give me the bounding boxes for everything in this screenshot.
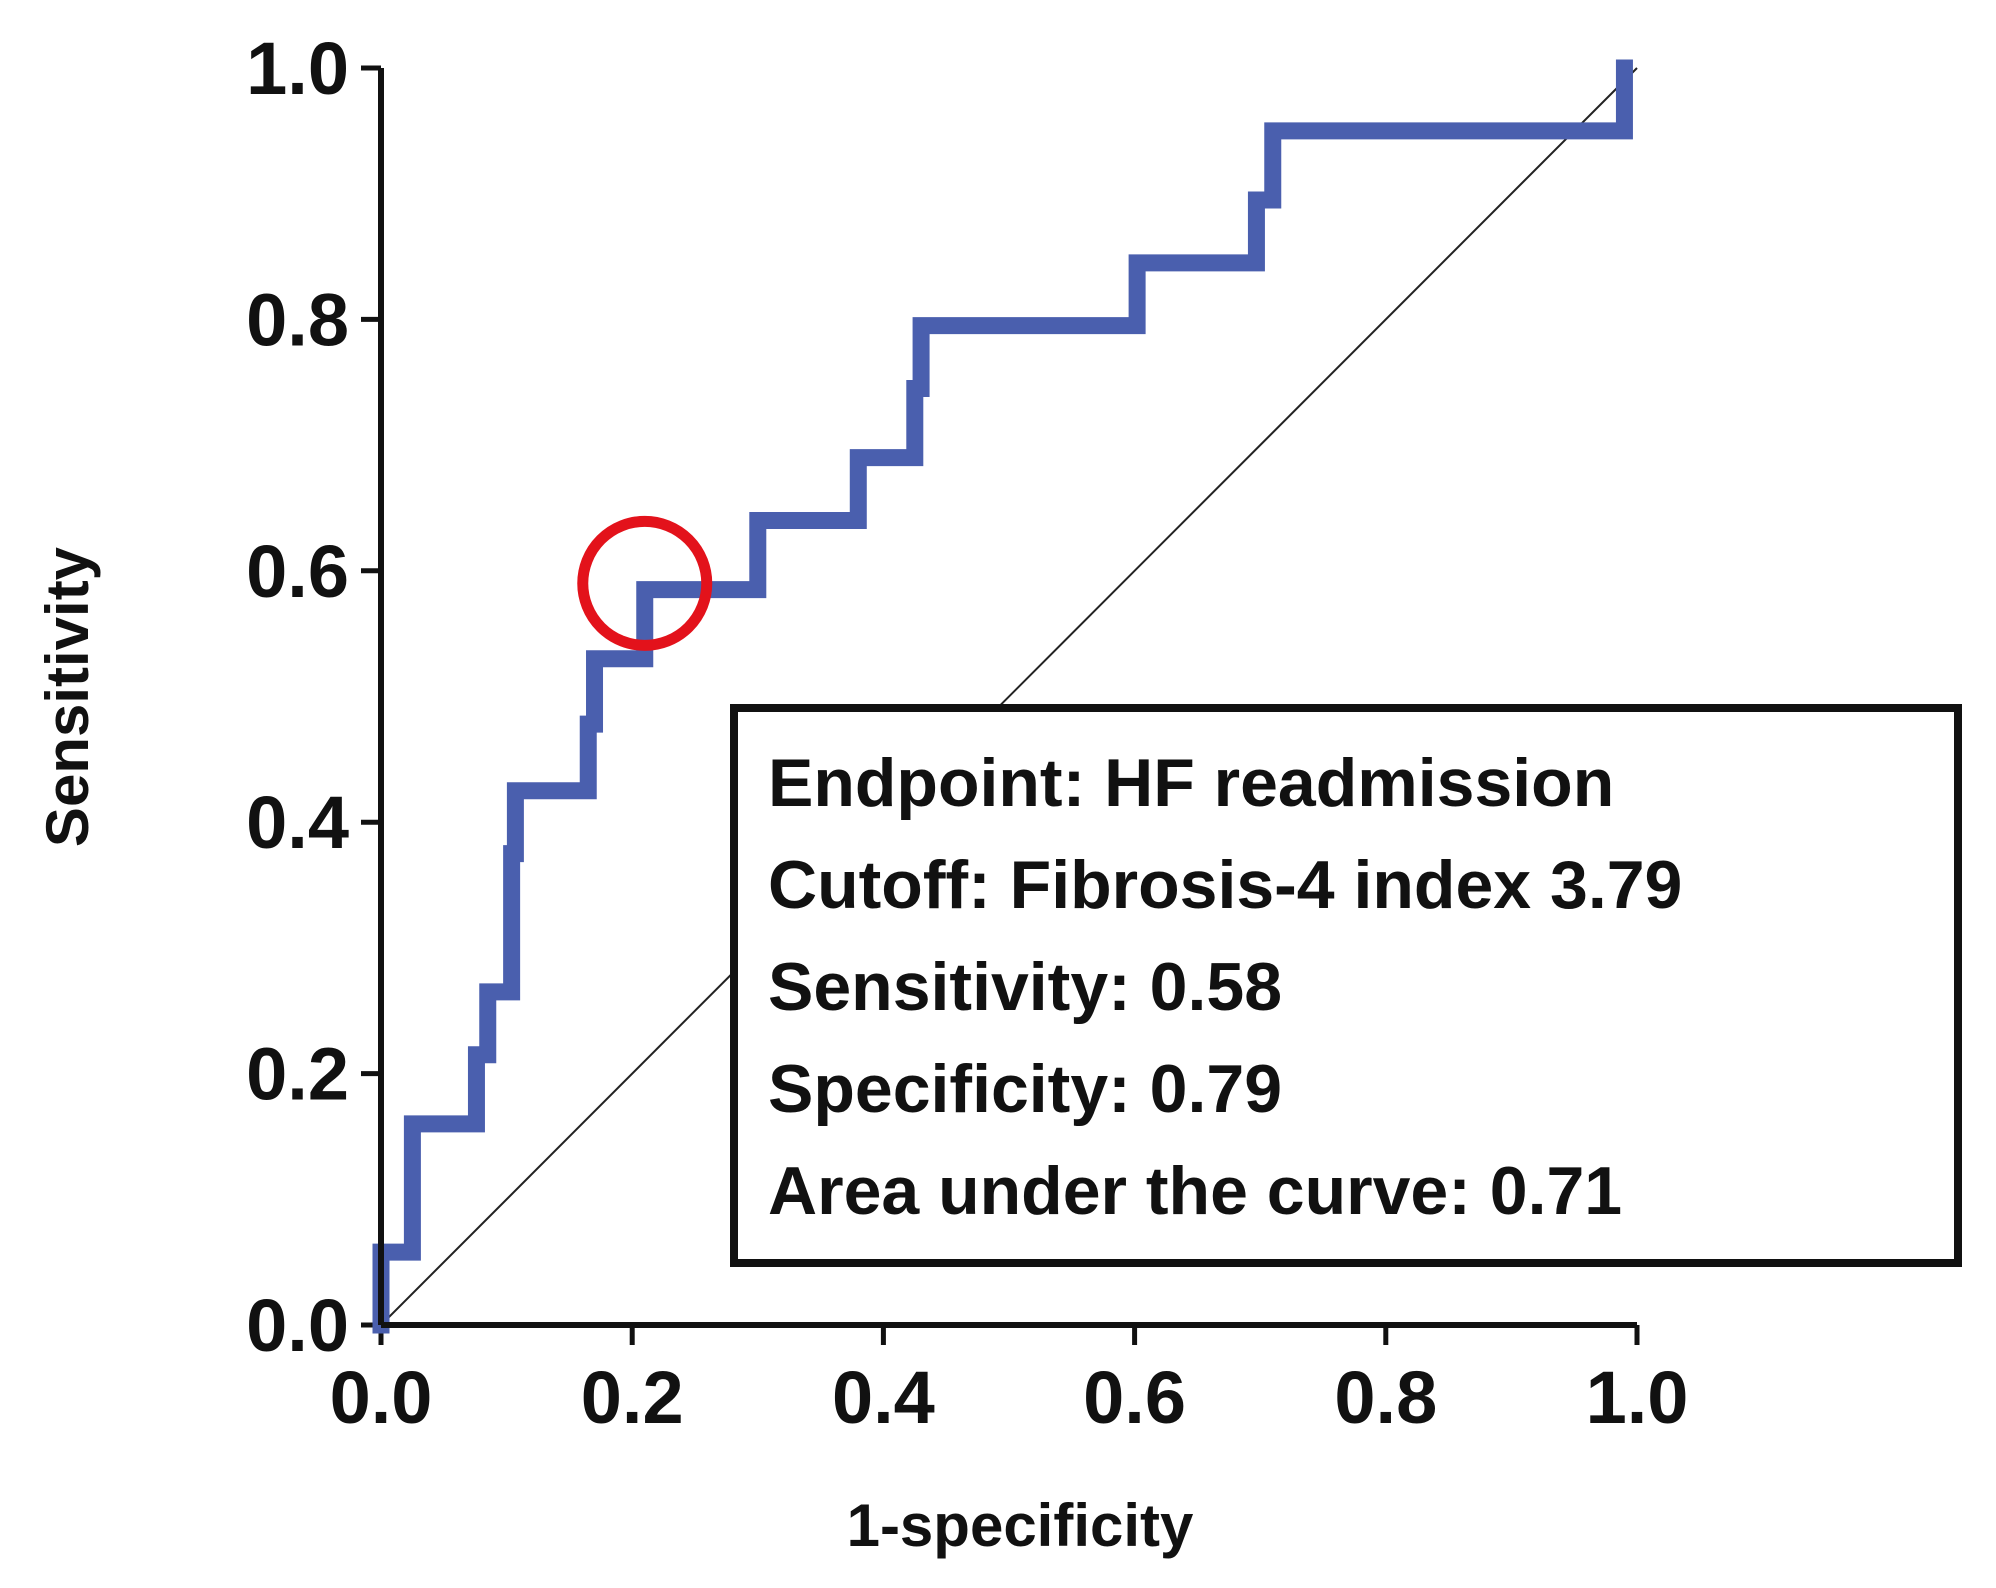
cutoff-marker bbox=[577, 515, 713, 651]
annotation-sensitivity: Sensitivity: 0.58 bbox=[768, 949, 1282, 1025]
annotation-cutoff: Cutoff: Fibrosis-4 index 3.79 bbox=[768, 847, 1682, 923]
x-tick-label: 0.2 bbox=[581, 1356, 684, 1439]
x-tick-label: 0.8 bbox=[1334, 1356, 1437, 1439]
reference-line bbox=[380, 67, 1638, 1326]
y-tick-label: 1.0 bbox=[246, 27, 349, 110]
x-tick-label: 0.0 bbox=[330, 1356, 433, 1439]
y-tick-label: 0.4 bbox=[246, 781, 349, 864]
y-tick-label: 0.2 bbox=[246, 1033, 349, 1116]
y-axis-label: Sensitivity bbox=[34, 546, 101, 847]
y-tick-label: 0.6 bbox=[246, 530, 349, 613]
annotation-specificity: Specificity: 0.79 bbox=[768, 1051, 1282, 1127]
x-tick-label: 0.6 bbox=[1083, 1356, 1186, 1439]
x-axis-label: 1-specificity bbox=[847, 1492, 1194, 1559]
x-tick-label: 0.4 bbox=[832, 1356, 935, 1439]
annotation-auc: Area under the curve: 0.71 bbox=[768, 1153, 1622, 1229]
y-tick-label: 0.0 bbox=[246, 1284, 349, 1367]
roc-curve bbox=[372, 59, 1633, 1334]
x-tick-label: 1.0 bbox=[1586, 1356, 1689, 1439]
annotation-box bbox=[730, 704, 1962, 1267]
y-tick-label: 0.8 bbox=[246, 278, 349, 361]
annotation-endpoint: Endpoint: HF readmission bbox=[768, 745, 1614, 821]
